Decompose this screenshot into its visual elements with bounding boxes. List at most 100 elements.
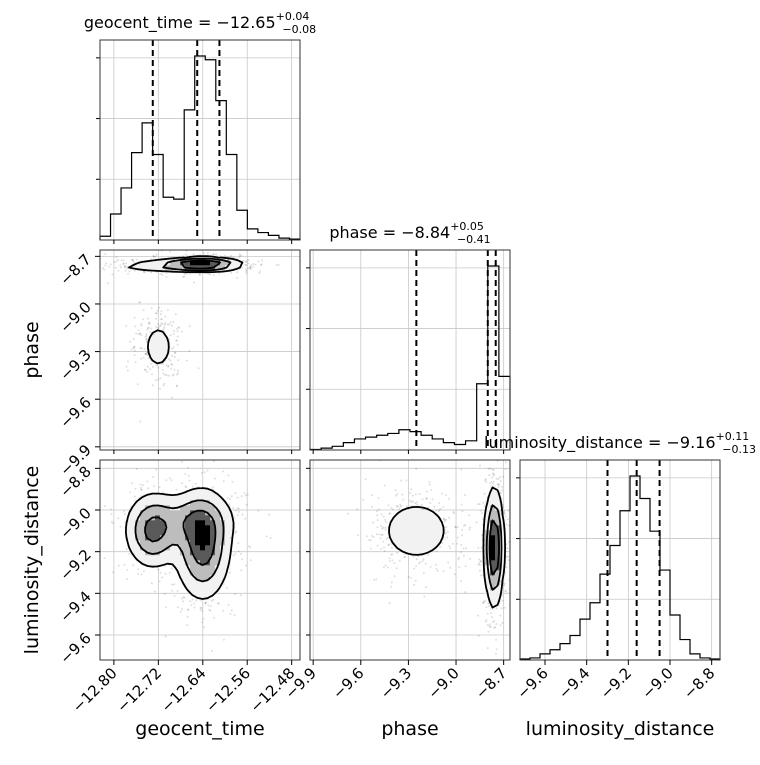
pair-luminosity_distance_vs_geocent_time-point <box>229 612 232 615</box>
pair-luminosity_distance_vs_phase-point <box>381 527 384 530</box>
pair-luminosity_distance_vs_geocent_time-point <box>244 494 247 497</box>
pair-luminosity_distance_vs_phase-point <box>390 553 393 556</box>
pair-luminosity_distance_vs_geocent_time-point <box>234 552 237 555</box>
pair-luminosity_distance_vs_geocent_time-density-cell <box>190 495 196 501</box>
pair-luminosity_distance_vs_geocent_time-density-cell <box>130 540 136 546</box>
pair-phase_vs_geocent_time-point <box>147 326 150 329</box>
pair-luminosity_distance_vs_geocent_time-point <box>140 488 143 491</box>
pair-luminosity_distance_vs_geocent_time-density-cell <box>135 530 141 536</box>
pair-luminosity_distance_vs_phase-point <box>478 558 481 561</box>
pair-phase_vs_geocent_time-point <box>169 321 172 324</box>
pair-luminosity_distance_vs_phase-density-cell <box>425 520 431 526</box>
pair-luminosity_distance_vs_phase-density-cell <box>490 565 496 571</box>
pair-phase_vs_geocent_time-point <box>159 324 162 327</box>
pair-luminosity_distance_vs_phase-point <box>443 520 446 523</box>
pair-luminosity_distance_vs_phase-point <box>398 508 401 511</box>
pair-luminosity_distance_vs_geocent_time-point <box>180 460 183 463</box>
pair-luminosity_distance_vs_geocent_time-density-cell <box>210 530 216 536</box>
pair-phase_vs_geocent_time-point <box>124 269 127 272</box>
pair-luminosity_distance_vs_phase-point <box>500 485 503 488</box>
pair-luminosity_distance_vs_phase-point <box>453 512 456 515</box>
xtick-label-luminosity_distance-2: −9.2 <box>597 664 635 702</box>
pair-phase_vs_geocent_time-point <box>145 340 148 343</box>
pair-phase_vs_geocent_time-density-cell <box>155 330 161 336</box>
pair-phase_vs_geocent_time-point <box>209 273 212 276</box>
xtick-label-luminosity_distance-3: −9.0 <box>638 664 676 702</box>
pair-phase_vs_geocent_time-point <box>165 364 168 367</box>
pair-phase_vs_geocent_time-point <box>261 259 264 262</box>
pair-luminosity_distance_vs_geocent_time-point <box>139 488 142 491</box>
pair-luminosity_distance_vs_geocent_time-density-cell <box>175 520 181 526</box>
pair-luminosity_distance_vs_geocent_time-point <box>131 482 133 485</box>
pair-luminosity_distance_vs_phase-point <box>486 612 489 615</box>
pair-luminosity_distance_vs_geocent_time-density-cell <box>180 505 186 511</box>
pair-luminosity_distance_vs_geocent_time-point <box>188 479 191 482</box>
pair-luminosity_distance_vs_geocent_time-density-cell <box>210 555 216 561</box>
pair-phase_vs_geocent_time-point <box>175 327 178 330</box>
pair-luminosity_distance_vs_phase-point <box>439 546 442 548</box>
pair-phase_vs_geocent_time-point <box>163 374 166 376</box>
pair-phase_vs_geocent_time-point <box>206 252 209 255</box>
pair-luminosity_distance_vs_geocent_time-density-cell <box>215 540 221 546</box>
pair-phase_vs_geocent_time-point <box>157 327 160 329</box>
pair-phase_vs_geocent_time-point <box>111 273 114 276</box>
pair-luminosity_distance_vs_phase-density-cell <box>430 530 436 536</box>
pair-luminosity_distance_vs_geocent_time-density-cell <box>220 570 226 576</box>
pair-luminosity_distance_vs_geocent_time-density-cell <box>160 500 166 506</box>
pair-luminosity_distance_vs_phase-point <box>477 634 480 637</box>
pair-luminosity_distance_vs_geocent_time-density-cell <box>175 500 181 506</box>
pair-luminosity_distance_vs_geocent_time-density-cell <box>190 530 196 536</box>
pair-luminosity_distance_vs_geocent_time-point <box>211 486 214 489</box>
pair-luminosity_distance_vs_phase-density-cell <box>490 500 496 506</box>
pair-luminosity_distance_vs_geocent_time-density-cell <box>200 590 206 596</box>
pair-luminosity_distance_vs_phase-density-cell <box>405 515 411 521</box>
pair-luminosity_distance_vs_phase-density-cell <box>405 520 411 526</box>
pair-luminosity_distance_vs_geocent_time-density-cell <box>225 505 231 511</box>
pair-luminosity_distance_vs_geocent_time-point <box>179 610 182 613</box>
pair-luminosity_distance_vs_geocent_time-point <box>164 606 167 609</box>
pair-luminosity_distance_vs_geocent_time-density-cell <box>200 550 206 556</box>
pair-luminosity_distance_vs_geocent_time-point <box>201 610 204 612</box>
pair-luminosity_distance_vs_geocent_time-density-cell <box>215 545 221 551</box>
pair-phase_vs_geocent_time-point <box>162 384 165 387</box>
pair-luminosity_distance_vs_phase-density-cell <box>485 545 491 551</box>
pair-luminosity_distance_vs_phase-point <box>449 547 452 550</box>
pair-luminosity_distance_vs_phase-point <box>501 599 504 602</box>
pair-phase_vs_geocent_time-point <box>236 276 239 279</box>
pair-luminosity_distance_vs_phase-point <box>484 600 487 603</box>
pair-phase_vs_geocent_time-point <box>104 264 107 267</box>
pair-phase_vs_geocent_time-point <box>117 269 120 272</box>
pair-luminosity_distance_vs_phase-point <box>362 498 365 501</box>
pair-luminosity_distance_vs_geocent_time-density-cell <box>175 525 181 531</box>
pair-luminosity_distance_vs_phase-point <box>404 556 406 558</box>
pair-phase_vs_geocent_time-point <box>113 261 116 264</box>
pair-phase_vs_geocent_time-point <box>140 347 143 350</box>
pair-luminosity_distance_vs_geocent_time-density-cell <box>140 500 146 506</box>
pair-phase_vs_geocent_time-point <box>147 327 150 330</box>
pair-luminosity_distance_vs_geocent_time-point <box>217 602 220 605</box>
pair-phase_vs_geocent_time-point <box>145 333 148 335</box>
pair-luminosity_distance_vs_geocent_time-density-cell <box>140 515 146 521</box>
pair-phase_vs_geocent_time-point <box>240 254 243 257</box>
pair-luminosity_distance_vs_geocent_time-point <box>153 590 156 593</box>
pair-luminosity_distance_vs_geocent_time-density-cell <box>180 540 186 546</box>
pair-luminosity_distance_vs_phase-point <box>501 622 504 624</box>
pair-luminosity_distance_vs_phase-point <box>478 562 481 564</box>
hist-luminosity_distance-title: luminosity_distance = −9.16+0.11 −0.13 <box>484 430 756 456</box>
pair-luminosity_distance_vs_phase-point <box>478 569 481 572</box>
pair-luminosity_distance_vs_geocent_time-density-cell <box>140 510 146 516</box>
pair-luminosity_distance_vs_phase-point <box>491 482 494 485</box>
pair-luminosity_distance_vs_phase-density-cell <box>495 590 501 596</box>
pair-luminosity_distance_vs_phase-point <box>481 601 484 604</box>
pair-phase_vs_geocent_time-point <box>107 282 109 285</box>
pair-luminosity_distance_vs_phase-density-cell <box>420 525 426 531</box>
pair-luminosity_distance_vs_geocent_time-density-cell <box>210 500 216 506</box>
pair-phase_vs_geocent_time-density-cell <box>140 265 146 271</box>
pair-phase_vs_geocent_time-density-cell <box>165 345 171 351</box>
pair-luminosity_distance_vs_phase-density-cell <box>490 510 496 516</box>
pair-luminosity_distance_vs_geocent_time-density-cell <box>185 530 191 536</box>
pair-luminosity_distance_vs_phase-point <box>507 524 510 527</box>
pair-phase_vs_geocent_time-point <box>139 420 142 423</box>
pair-luminosity_distance_vs_geocent_time-density-cell <box>210 540 216 546</box>
pair-luminosity_distance_vs_geocent_time-density-cell <box>155 555 161 561</box>
